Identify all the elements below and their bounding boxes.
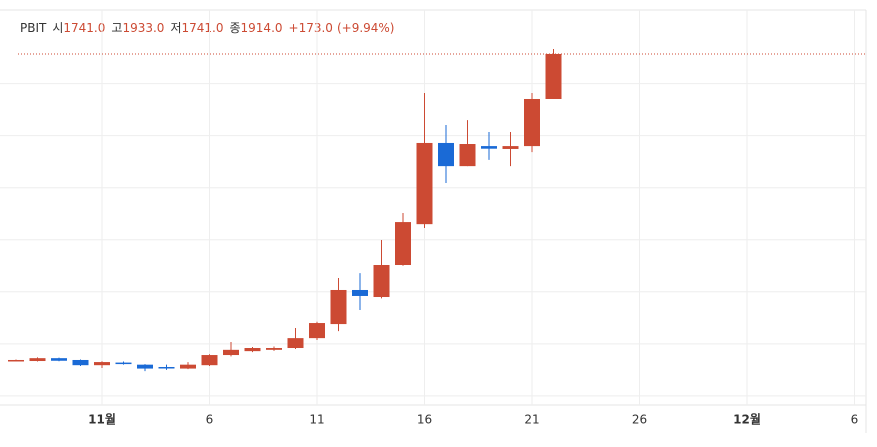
x-tick-label: 11: [309, 413, 324, 427]
legend-item: 1741.0: [181, 21, 223, 35]
x-tick-label: 11월: [88, 412, 116, 427]
candle-body: [51, 358, 67, 361]
candle-body: [29, 358, 46, 362]
legend-item: 시: [52, 21, 63, 35]
x-tick-label: 6: [851, 413, 859, 427]
candle-body: [352, 289, 368, 296]
candle-body: [459, 144, 476, 167]
candle-body: [438, 142, 454, 167]
legend-item: 1741.0: [63, 21, 105, 35]
legend-item: (+9.94%): [337, 21, 395, 35]
candle-body: [266, 348, 282, 350]
candle-body: [72, 359, 89, 366]
x-tick-label: 26: [632, 413, 647, 427]
candle-body: [137, 364, 153, 369]
legend-item: 종: [229, 21, 240, 35]
candle-body: [115, 362, 132, 365]
legend-item: 1933.0: [122, 21, 164, 35]
candle-body: [502, 146, 519, 149]
legend-item: 고: [111, 21, 122, 35]
candle-body: [545, 53, 562, 99]
legend-item: +173.0: [289, 21, 333, 35]
legend-item: PBIT: [20, 21, 47, 35]
candle-body: [8, 359, 24, 362]
legend-text: PBIT 시1741.0 고1933.0 저1741.0 종1914.0 +173.0 (+…: [20, 21, 395, 35]
candle-body: [180, 364, 196, 369]
legend: PBIT 시1741.0 고1933.0 저1741.0 종1914.0 +173.0 (+…: [20, 21, 395, 35]
candle-body: [94, 362, 110, 366]
candle-body: [158, 367, 175, 369]
candle-body: [201, 355, 218, 366]
candle-body: [244, 348, 261, 352]
x-tick-label: 16: [417, 413, 432, 427]
candle-body: [373, 265, 390, 298]
candle-body: [330, 289, 347, 325]
candle-body: [309, 323, 325, 339]
candle-body: [481, 146, 497, 149]
x-tick-label: 21: [524, 413, 539, 427]
x-tick-label: 6: [206, 413, 214, 427]
x-tick-label: 12월: [733, 412, 761, 427]
candle-body: [287, 338, 304, 349]
legend-item: 저: [170, 21, 181, 35]
legend-item: 1914.0: [241, 21, 283, 35]
candle-body: [395, 222, 411, 266]
candle-body: [223, 349, 239, 356]
candle-body: [524, 98, 540, 147]
candle-body: [416, 142, 433, 225]
